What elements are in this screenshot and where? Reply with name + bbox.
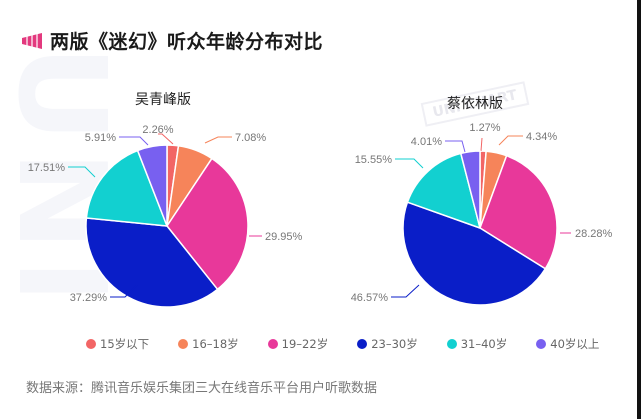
slice-value-label: 37.29%: [70, 292, 108, 304]
left-pie-title: 吴青峰版: [135, 92, 191, 108]
leader-line: [110, 283, 139, 298]
pie-slice[interactable]: [402, 201, 547, 306]
slice-value-label: 17.51%: [28, 162, 66, 174]
slice-value-label: 1.27%: [469, 122, 500, 134]
slice-value-label: 29.95%: [265, 231, 303, 243]
slice-value-label: 46.57%: [351, 292, 389, 304]
left-pie-wu-qingfeng: 2.26% 7.08% 29.95% 37.29% 17.51% 5.91%: [28, 124, 303, 308]
slice-value-label: 7.08%: [235, 132, 266, 144]
legend-item-31-40[interactable]: 31–40岁: [446, 336, 507, 352]
slice-value-label: 2.26%: [142, 124, 173, 136]
legend-dot-icon: [267, 339, 278, 349]
legend-item-23-30[interactable]: 23–30岁: [357, 336, 418, 352]
megaphone-bars-icon: [22, 32, 42, 49]
legend-item-over-40[interactable]: 40岁以上: [536, 336, 599, 352]
leader-line: [158, 133, 174, 145]
slice-value-label: 28.28%: [575, 228, 613, 240]
pie-slice[interactable]: [85, 149, 169, 227]
leader-line: [68, 166, 96, 178]
chart-title: 两版《迷幻》听众年龄分布对比: [50, 31, 324, 53]
slice-value-label: 4.34%: [526, 131, 557, 143]
legend-item-16-18[interactable]: 16–18岁: [178, 336, 239, 352]
pie-slice[interactable]: [406, 152, 482, 230]
leader-line: [445, 140, 466, 153]
legend-dot-icon: [446, 339, 457, 349]
pie-slice[interactable]: [479, 154, 558, 270]
leader-line: [498, 135, 523, 146]
slice-value-label: 4.01%: [411, 136, 442, 148]
leader-line: [119, 136, 149, 146]
right-edge-border: [637, 0, 641, 419]
data-source-note: 数据来源：腾讯音乐娱乐集团三大在线音乐平台用户听歌数据: [26, 381, 378, 396]
right-pie-title: 蔡依林版: [447, 96, 503, 112]
right-pie-cai-yilin: 1.27% 4.34% 28.28% 46.57% 15.55% 4.01%: [351, 122, 613, 306]
leader-line: [391, 284, 420, 298]
slice-value-label: 5.91%: [85, 132, 116, 144]
legend-item-19-22[interactable]: 19–22岁: [267, 336, 328, 352]
legend-dot-icon: [536, 339, 547, 349]
pie-slice[interactable]: [136, 144, 168, 227]
leader-line: [204, 136, 232, 144]
legend-item-under-15[interactable]: 15岁以下: [86, 336, 149, 352]
legend-dot-icon: [86, 339, 96, 349]
leader-line: [480, 137, 483, 152]
slice-value-label: 15.55%: [355, 154, 393, 166]
pie-slice[interactable]: [166, 157, 249, 291]
legend-dot-icon: [357, 339, 368, 349]
legend: 15岁以下 16–18岁 19–22岁 23–30岁 31–40岁 40岁以上: [86, 336, 628, 352]
pie-slice[interactable]: [85, 217, 219, 308]
legend-dot-icon: [178, 339, 189, 349]
page-header: 两版《迷幻》听众年龄分布对比: [22, 27, 323, 54]
pie-slice[interactable]: [459, 150, 481, 229]
leader-line: [395, 158, 424, 169]
